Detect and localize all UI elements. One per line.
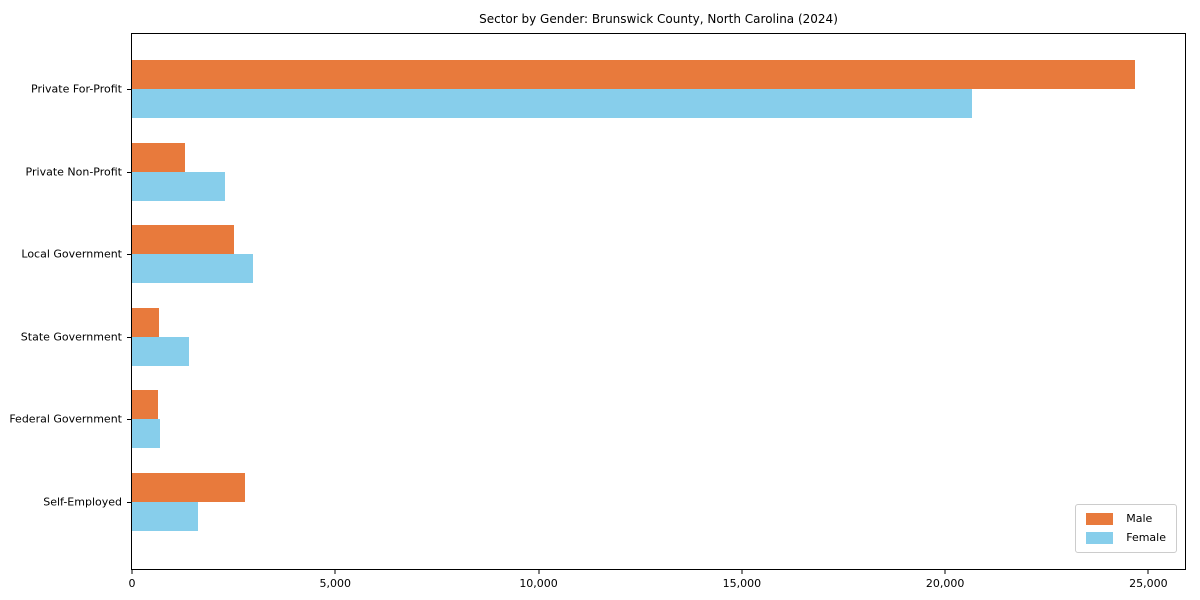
female-bar — [132, 501, 199, 531]
legend-swatch — [1086, 532, 1114, 544]
legend-item-male: Male — [1086, 513, 1166, 525]
y-tick-label: Private Non-Profit — [25, 165, 122, 179]
y-tick-mark — [127, 89, 132, 91]
male-bar — [132, 390, 159, 420]
category-row: Federal Government — [9, 378, 1185, 461]
x-tick-label: 15,000 — [722, 577, 762, 590]
x-tick-label: 0 — [128, 577, 136, 590]
y-tick-mark — [127, 336, 132, 338]
y-tick-label: Local Government — [21, 247, 122, 261]
legend-swatch — [1086, 513, 1114, 525]
male-bar — [132, 307, 159, 337]
x-tick-mark — [538, 569, 540, 574]
x-axis: 0 5,000 10,000 15,000 20,000 25,000 — [129, 34, 1185, 590]
legend-label-male: Male — [1126, 512, 1153, 525]
male-bar — [132, 60, 1135, 90]
female-bar — [132, 419, 160, 449]
x-tick-mark — [741, 569, 743, 574]
x-tick-label: 20,000 — [925, 577, 965, 590]
male-bar — [132, 472, 246, 502]
x-tick-mark — [1147, 569, 1149, 574]
x-tick-label: 10,000 — [519, 577, 558, 590]
y-tick-mark — [127, 254, 132, 256]
female-bar — [132, 254, 254, 284]
y-tick-label: State Government — [20, 330, 122, 344]
plot-area: Private For-Profit Private Non-Profit Loca… — [9, 33, 1186, 590]
legend: Male Female — [1075, 504, 1177, 553]
y-tick-mark — [127, 171, 132, 173]
chart-title: Sector by Gender: Brunswick County, Nort… — [479, 12, 838, 26]
x-tick-mark — [334, 569, 336, 574]
y-tick-label: Self-Employed — [43, 495, 122, 509]
female-bar — [132, 171, 226, 201]
male-bar — [132, 225, 234, 255]
x-tick-mark — [131, 569, 133, 574]
y-tick-mark — [127, 501, 132, 503]
y-tick-label: Private For-Profit — [31, 82, 122, 96]
male-bar — [132, 142, 185, 172]
legend-label-female: Female — [1126, 531, 1166, 544]
y-tick-label: Federal Government — [9, 412, 122, 426]
x-tick-mark — [944, 569, 946, 574]
category-row: Private For-Profit — [31, 48, 1185, 131]
category-row: Local Government — [21, 213, 1185, 296]
x-tick-label: 25,000 — [1129, 577, 1168, 590]
category-row: Private Non-Profit — [26, 131, 1185, 214]
female-bar — [132, 89, 972, 119]
y-tick-mark — [127, 419, 132, 421]
legend-item-female: Female — [1086, 532, 1166, 544]
x-tick-label: 5,000 — [319, 577, 352, 590]
bars-container: Private For-Profit Private Non-Profit Loca… — [9, 34, 1185, 569]
category-row: State Government — [21, 296, 1185, 379]
female-bar — [132, 336, 190, 366]
category-row: Self-Employed — [43, 461, 1185, 544]
